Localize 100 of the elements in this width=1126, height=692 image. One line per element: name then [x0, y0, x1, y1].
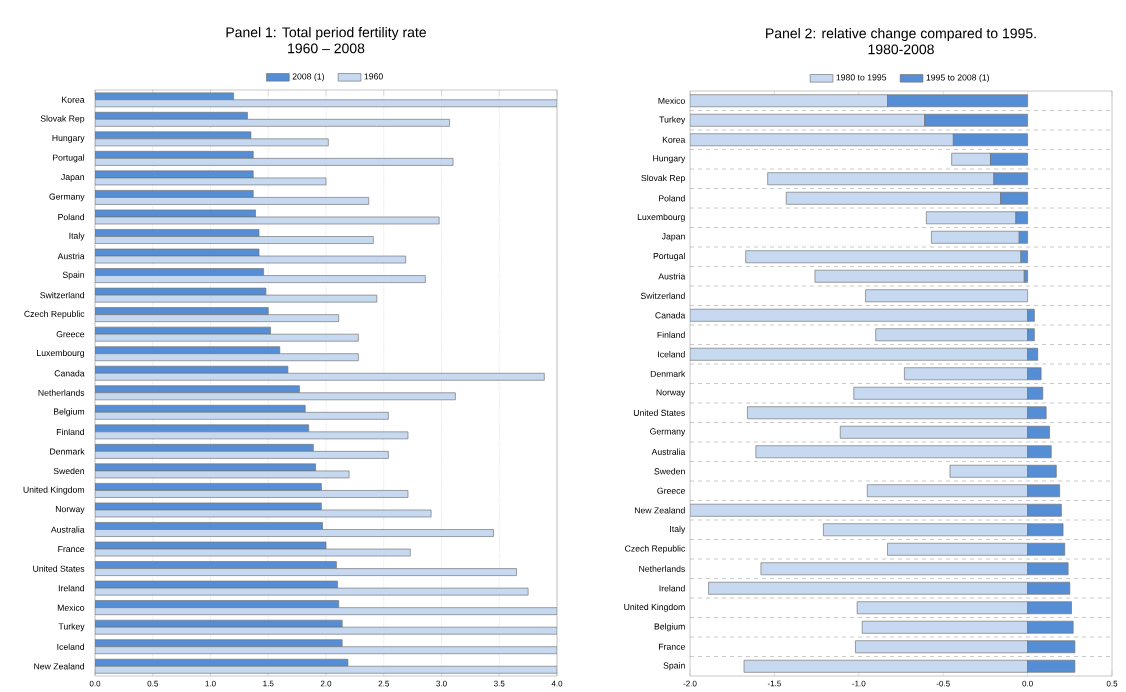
bar — [814, 269, 1025, 283]
x-tick-label: -0.5 — [936, 680, 950, 687]
bar — [690, 503, 1028, 517]
bar — [931, 230, 1020, 244]
chart-subtitle: 1980-2008 — [868, 44, 934, 55]
y-tick-label: Canada — [655, 312, 686, 319]
y-tick-label: Korea — [62, 96, 85, 103]
y-tick-label: Finland — [657, 331, 685, 338]
legend-label: 1980 to 1995 — [836, 74, 887, 81]
y-tick-label: Finland — [56, 428, 85, 436]
bar — [708, 581, 1028, 595]
bar — [690, 113, 925, 127]
bar — [904, 367, 1028, 381]
bar — [690, 94, 888, 108]
y-tick-label: Turkey — [659, 116, 686, 125]
bar — [760, 562, 1028, 576]
y-tick-label: Slovak Rep — [40, 115, 85, 124]
y-tick-label: Canada — [54, 370, 85, 377]
x-tick-label: 4.0 — [551, 680, 563, 687]
y-tick-label: Austria — [658, 273, 686, 280]
legend-label: 1960 — [364, 73, 383, 80]
legend-label: 1995 to 2008 (1) — [926, 74, 989, 83]
y-tick-label: Germany — [650, 428, 686, 437]
y-tick-label: New Zealand — [634, 507, 685, 514]
y-tick-label: Slovak Rep — [641, 174, 685, 183]
bar — [853, 386, 1028, 400]
y-tick-label: France — [58, 546, 85, 553]
y-tick-label: Portugal — [653, 252, 685, 261]
legend-label: 2008 (1) — [292, 73, 324, 82]
y-tick-label: Czech Republic — [24, 310, 85, 319]
x-tick-label: 0.0 — [1022, 680, 1033, 687]
y-tick-label: New Zealand — [34, 663, 85, 670]
y-tick-label: Luxembourg — [637, 213, 685, 222]
x-tick-label: 1.0 — [205, 680, 216, 687]
x-tick-label: -1.0 — [852, 680, 866, 687]
bar — [767, 172, 995, 186]
y-tick-label: Mexico — [658, 97, 685, 104]
y-tick-label: Iceland — [658, 351, 685, 358]
bar — [866, 484, 1028, 498]
x-tick-label: 2.0 — [320, 680, 332, 687]
bar — [743, 659, 1028, 673]
chart-subtitle: 1960 – 2008 — [288, 43, 365, 54]
y-tick-label: Portugal — [53, 154, 85, 163]
y-tick-label: Norway — [656, 389, 686, 398]
y-tick-label: Ireland — [659, 585, 685, 592]
x-tick-label: 0.5 — [147, 680, 158, 687]
y-tick-label: Germany — [49, 193, 85, 202]
y-tick-label: Australia — [50, 526, 85, 533]
y-tick-label: Turkey — [58, 623, 85, 632]
y-tick-label: Spain — [663, 662, 685, 671]
y-tick-label: Belgium — [54, 408, 85, 417]
y-tick-label: Italy — [670, 525, 686, 534]
y-tick-label: Switzerland — [40, 291, 85, 299]
y-tick-label: Ireland — [58, 584, 85, 592]
y-tick-label: Denmark — [50, 448, 85, 455]
y-tick-label: Poland — [58, 213, 85, 221]
x-tick-label: 0.5 — [1106, 680, 1118, 687]
x-tick-label: -1.5 — [767, 680, 781, 687]
bar — [823, 523, 1028, 537]
y-tick-label: Belgium — [654, 623, 685, 632]
bar — [747, 406, 1028, 420]
y-tick-label: Spain — [62, 271, 85, 280]
bar — [839, 425, 1028, 439]
y-tick-label: Switzerland — [640, 292, 685, 299]
y-tick-label: Mexico — [57, 604, 85, 611]
y-tick-label: Sweden — [654, 468, 685, 475]
x-tick-label: -2.0 — [683, 680, 697, 687]
chart-title: Panel 1: Total period fertility rate — [226, 27, 426, 41]
y-tick-label: Czech Republic — [625, 545, 686, 554]
chart-title: Panel 2: relative change compared to 1995. — [766, 28, 1036, 42]
y-tick-label: United States — [633, 409, 685, 416]
x-tick-label: 3.0 — [436, 680, 447, 687]
bar — [856, 601, 1028, 615]
y-tick-label: Japan — [661, 233, 685, 242]
bar — [690, 308, 1028, 322]
bar — [755, 445, 1028, 459]
y-tick-label: France — [659, 643, 685, 650]
bar — [745, 250, 1022, 264]
x-tick-label: 3.5 — [494, 680, 505, 687]
bar — [887, 542, 1028, 556]
y-tick-label: Greece — [657, 487, 685, 494]
x-tick-label: 2.5 — [378, 680, 389, 687]
y-tick-label: Australia — [651, 448, 686, 455]
bar — [875, 328, 1028, 342]
bar — [690, 133, 954, 147]
y-tick-label: Denmark — [650, 370, 686, 377]
x-tick-label: 0.0 — [89, 680, 101, 687]
y-tick-label: Luxembourg — [37, 349, 85, 358]
y-tick-label: United States — [33, 565, 85, 572]
bar — [861, 620, 1028, 634]
y-tick-label: Japan — [61, 174, 85, 182]
y-tick-label: Hungary — [52, 134, 85, 143]
y-tick-label: Korea — [662, 136, 686, 143]
bar — [855, 640, 1028, 654]
y-tick-label: Norway — [55, 506, 85, 514]
y-tick-label: Greece — [56, 331, 85, 338]
y-tick-label: United Kingdom — [624, 603, 685, 612]
bar — [690, 347, 1028, 361]
y-tick-label: Italy — [69, 232, 85, 241]
y-tick-label: Hungary — [653, 155, 686, 164]
